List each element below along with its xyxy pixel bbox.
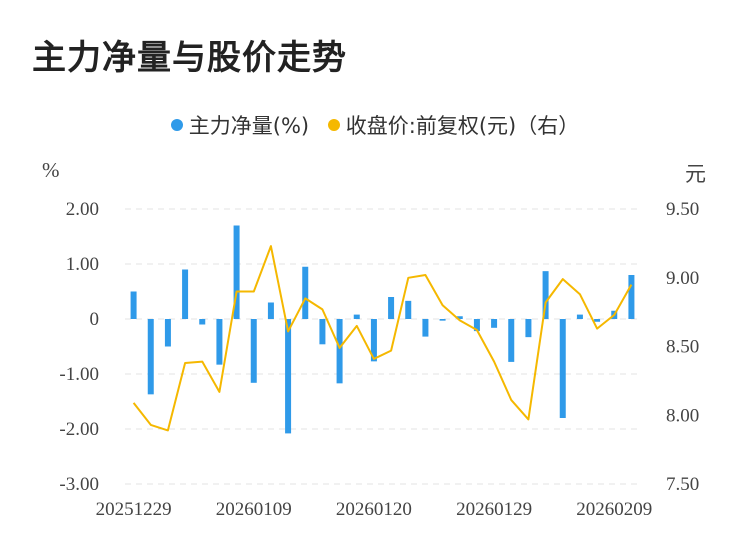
bar — [182, 269, 189, 319]
bar — [147, 319, 154, 395]
left-axis-unit: % — [42, 158, 60, 182]
bar — [422, 319, 429, 337]
x-tick-label: 20260129 — [456, 499, 532, 520]
bar — [456, 316, 463, 319]
bar — [439, 319, 446, 321]
bar — [559, 319, 566, 418]
y-left-tick-label: 2.00 — [66, 199, 99, 220]
y-right-tick-label: 9.00 — [666, 268, 699, 289]
bar — [336, 319, 343, 384]
legend-dot-close-price — [327, 119, 340, 131]
legend-dot-net-flow — [170, 119, 183, 131]
bar — [628, 275, 635, 319]
bar — [525, 319, 532, 338]
bar — [508, 319, 515, 362]
bar — [285, 319, 292, 434]
bar — [130, 291, 137, 319]
legend-label-net-flow: 主力净量(%) — [188, 114, 310, 138]
y-left-tick-label: -3.00 — [59, 474, 99, 495]
bar — [319, 319, 326, 345]
x-tick-label: 20260109 — [216, 499, 292, 520]
legend-label-close-price: 收盘价:前复权(元)（右） — [345, 114, 580, 138]
bar — [370, 319, 377, 362]
bar — [199, 319, 206, 325]
y-right-tick-label: 8.50 — [666, 337, 699, 358]
bar — [388, 297, 395, 319]
bar — [594, 319, 601, 322]
bar — [542, 271, 549, 319]
y-left-tick-label: -1.00 — [59, 364, 99, 385]
bar — [164, 319, 171, 347]
bar — [233, 225, 240, 319]
bar — [267, 302, 274, 319]
legend-item-net-flow[interactable]: 主力净量(%) — [170, 110, 310, 140]
right-axis-unit: 元 — [685, 162, 706, 186]
bar — [473, 319, 480, 332]
y-right-tick-label: 7.50 — [666, 474, 699, 495]
y-left-tick-label: -2.00 — [59, 419, 99, 440]
bar — [250, 319, 257, 383]
bar — [216, 319, 223, 365]
y-left-tick-label: 1.00 — [66, 254, 99, 275]
y-right-tick-label: 8.00 — [666, 405, 699, 426]
x-tick-label: 20260209 — [576, 499, 652, 520]
legend-item-close-price[interactable]: 收盘价:前复权(元)（右） — [327, 110, 580, 140]
y-left-tick-label: 0 — [90, 309, 100, 330]
x-tick-label: 20260120 — [336, 499, 412, 520]
bar — [576, 314, 583, 319]
bar — [353, 314, 360, 319]
y-right-tick-label: 9.50 — [666, 199, 699, 220]
chart-legend: 主力净量(%) 收盘价:前复权(元)（右） — [0, 110, 750, 140]
bar — [302, 266, 309, 319]
bar — [491, 319, 498, 328]
x-tick-label: 20251229 — [96, 499, 172, 520]
price-line — [132, 245, 633, 432]
bar — [405, 300, 412, 319]
chart-title: 主力净量与股价走势 — [32, 38, 347, 78]
